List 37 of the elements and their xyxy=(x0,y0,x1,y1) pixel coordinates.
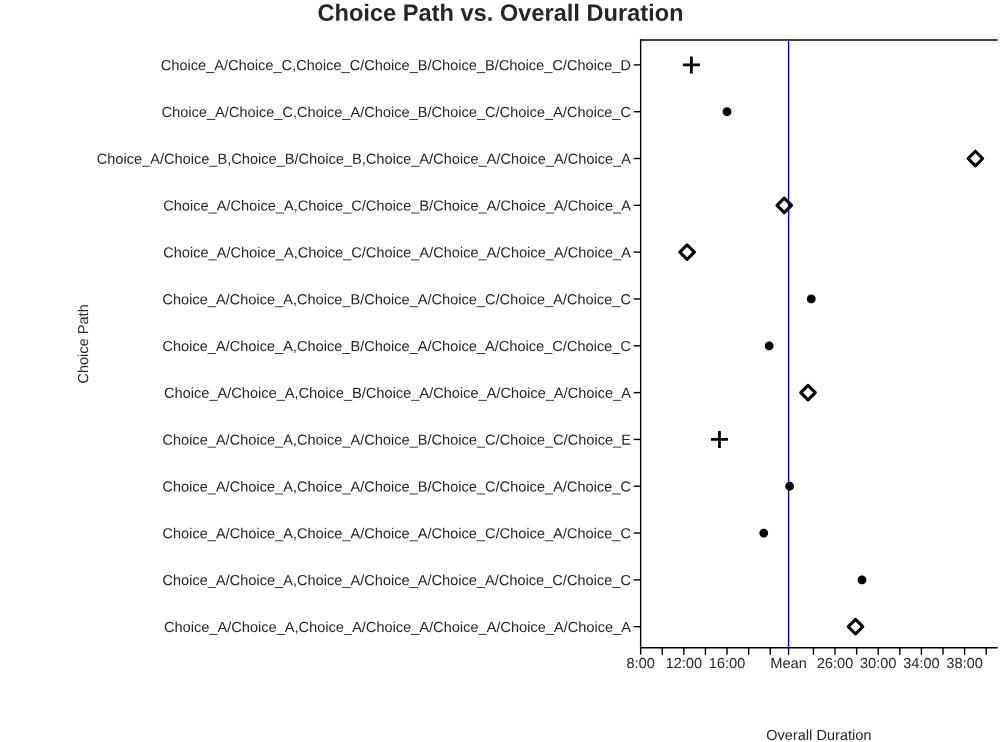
point xyxy=(857,575,867,585)
y-tick-label: Choice_A/Choice_A,Choice_B/Choice_A/Choice_A/Choice_C/Choice_C xyxy=(163,340,631,354)
y-tick-label: Choice_A/Choice_A,Choice_B/Choice_A/Choice_A/Choice_A/Choice_A xyxy=(164,387,631,401)
x-axis-title: Overall Duration xyxy=(766,729,871,741)
x-tick-label: 30:00 xyxy=(860,657,896,669)
x-tick-label: 38:00 xyxy=(946,657,983,669)
y-axis-title: Choice Path xyxy=(77,305,89,383)
x-tick-label: 16:00 xyxy=(709,657,745,669)
chart-title: Choice Path vs. Overall Duration xyxy=(318,3,683,22)
point xyxy=(759,528,769,538)
y-tick-label: Choice_A/Choice_A,Choice_A/Choice_B/Choice_C/Choice_C/Choice_E xyxy=(163,434,631,448)
x-tick-label: Mean xyxy=(771,658,806,669)
y-tick-label: Choice_A/Choice_A,Choice_B/Choice_A/Choice_C/Choice_A/Choice_C xyxy=(163,293,631,308)
point xyxy=(681,54,702,75)
y-tick-label: Choice_A/Choice_A,Choice_A/Choice_B/Choice_C/Choice_A/Choice_C xyxy=(163,480,631,495)
point xyxy=(722,107,732,117)
x-tick-label: 12:00 xyxy=(666,657,702,669)
point xyxy=(966,149,985,168)
y-tick-label: Choice_A/Choice_C,Choice_C/Choice_B/Choice_B/Choice_C/Choice_D xyxy=(161,59,631,74)
point xyxy=(709,429,730,450)
x-tick-label: 8:00 xyxy=(627,657,655,669)
point xyxy=(785,481,795,491)
y-tick-label: Choice_A/Choice_A,Choice_A/Choice_A/Choice_A/Choice_C/Choice_C xyxy=(163,574,631,589)
x-tick-label: 26:00 xyxy=(817,657,853,669)
y-tick-label: Choice_A/Choice_A,Choice_C/Choice_A/Choice_A/Choice_A/Choice_A xyxy=(163,246,631,261)
point xyxy=(846,617,865,636)
y-tick-label: Choice_A/Choice_A,Choice_A/Choice_A/Choice_C/Choice_A/Choice_C xyxy=(163,527,631,542)
y-tick-label: Choice_A/Choice_B,Choice_B/Choice_B,Choice_A/Choice_A/Choice_A/Choice_A xyxy=(97,153,631,167)
point xyxy=(799,383,817,402)
point xyxy=(678,243,696,261)
x-tick-label: 34:00 xyxy=(903,657,940,669)
point xyxy=(764,341,774,351)
point xyxy=(806,294,816,304)
y-tick-label: Choice_A/Choice_A,Choice_A/Choice_A/Choice_A/Choice_A/Choice_A xyxy=(164,621,631,635)
y-tick-label: Choice_A/Choice_C,Choice_A/Choice_B/Choice_C/Choice_A/Choice_C xyxy=(162,106,631,120)
point xyxy=(775,196,794,215)
y-tick-label: Choice_A/Choice_A,Choice_C/Choice_B/Choice_A/Choice_A/Choice_A xyxy=(163,200,631,214)
